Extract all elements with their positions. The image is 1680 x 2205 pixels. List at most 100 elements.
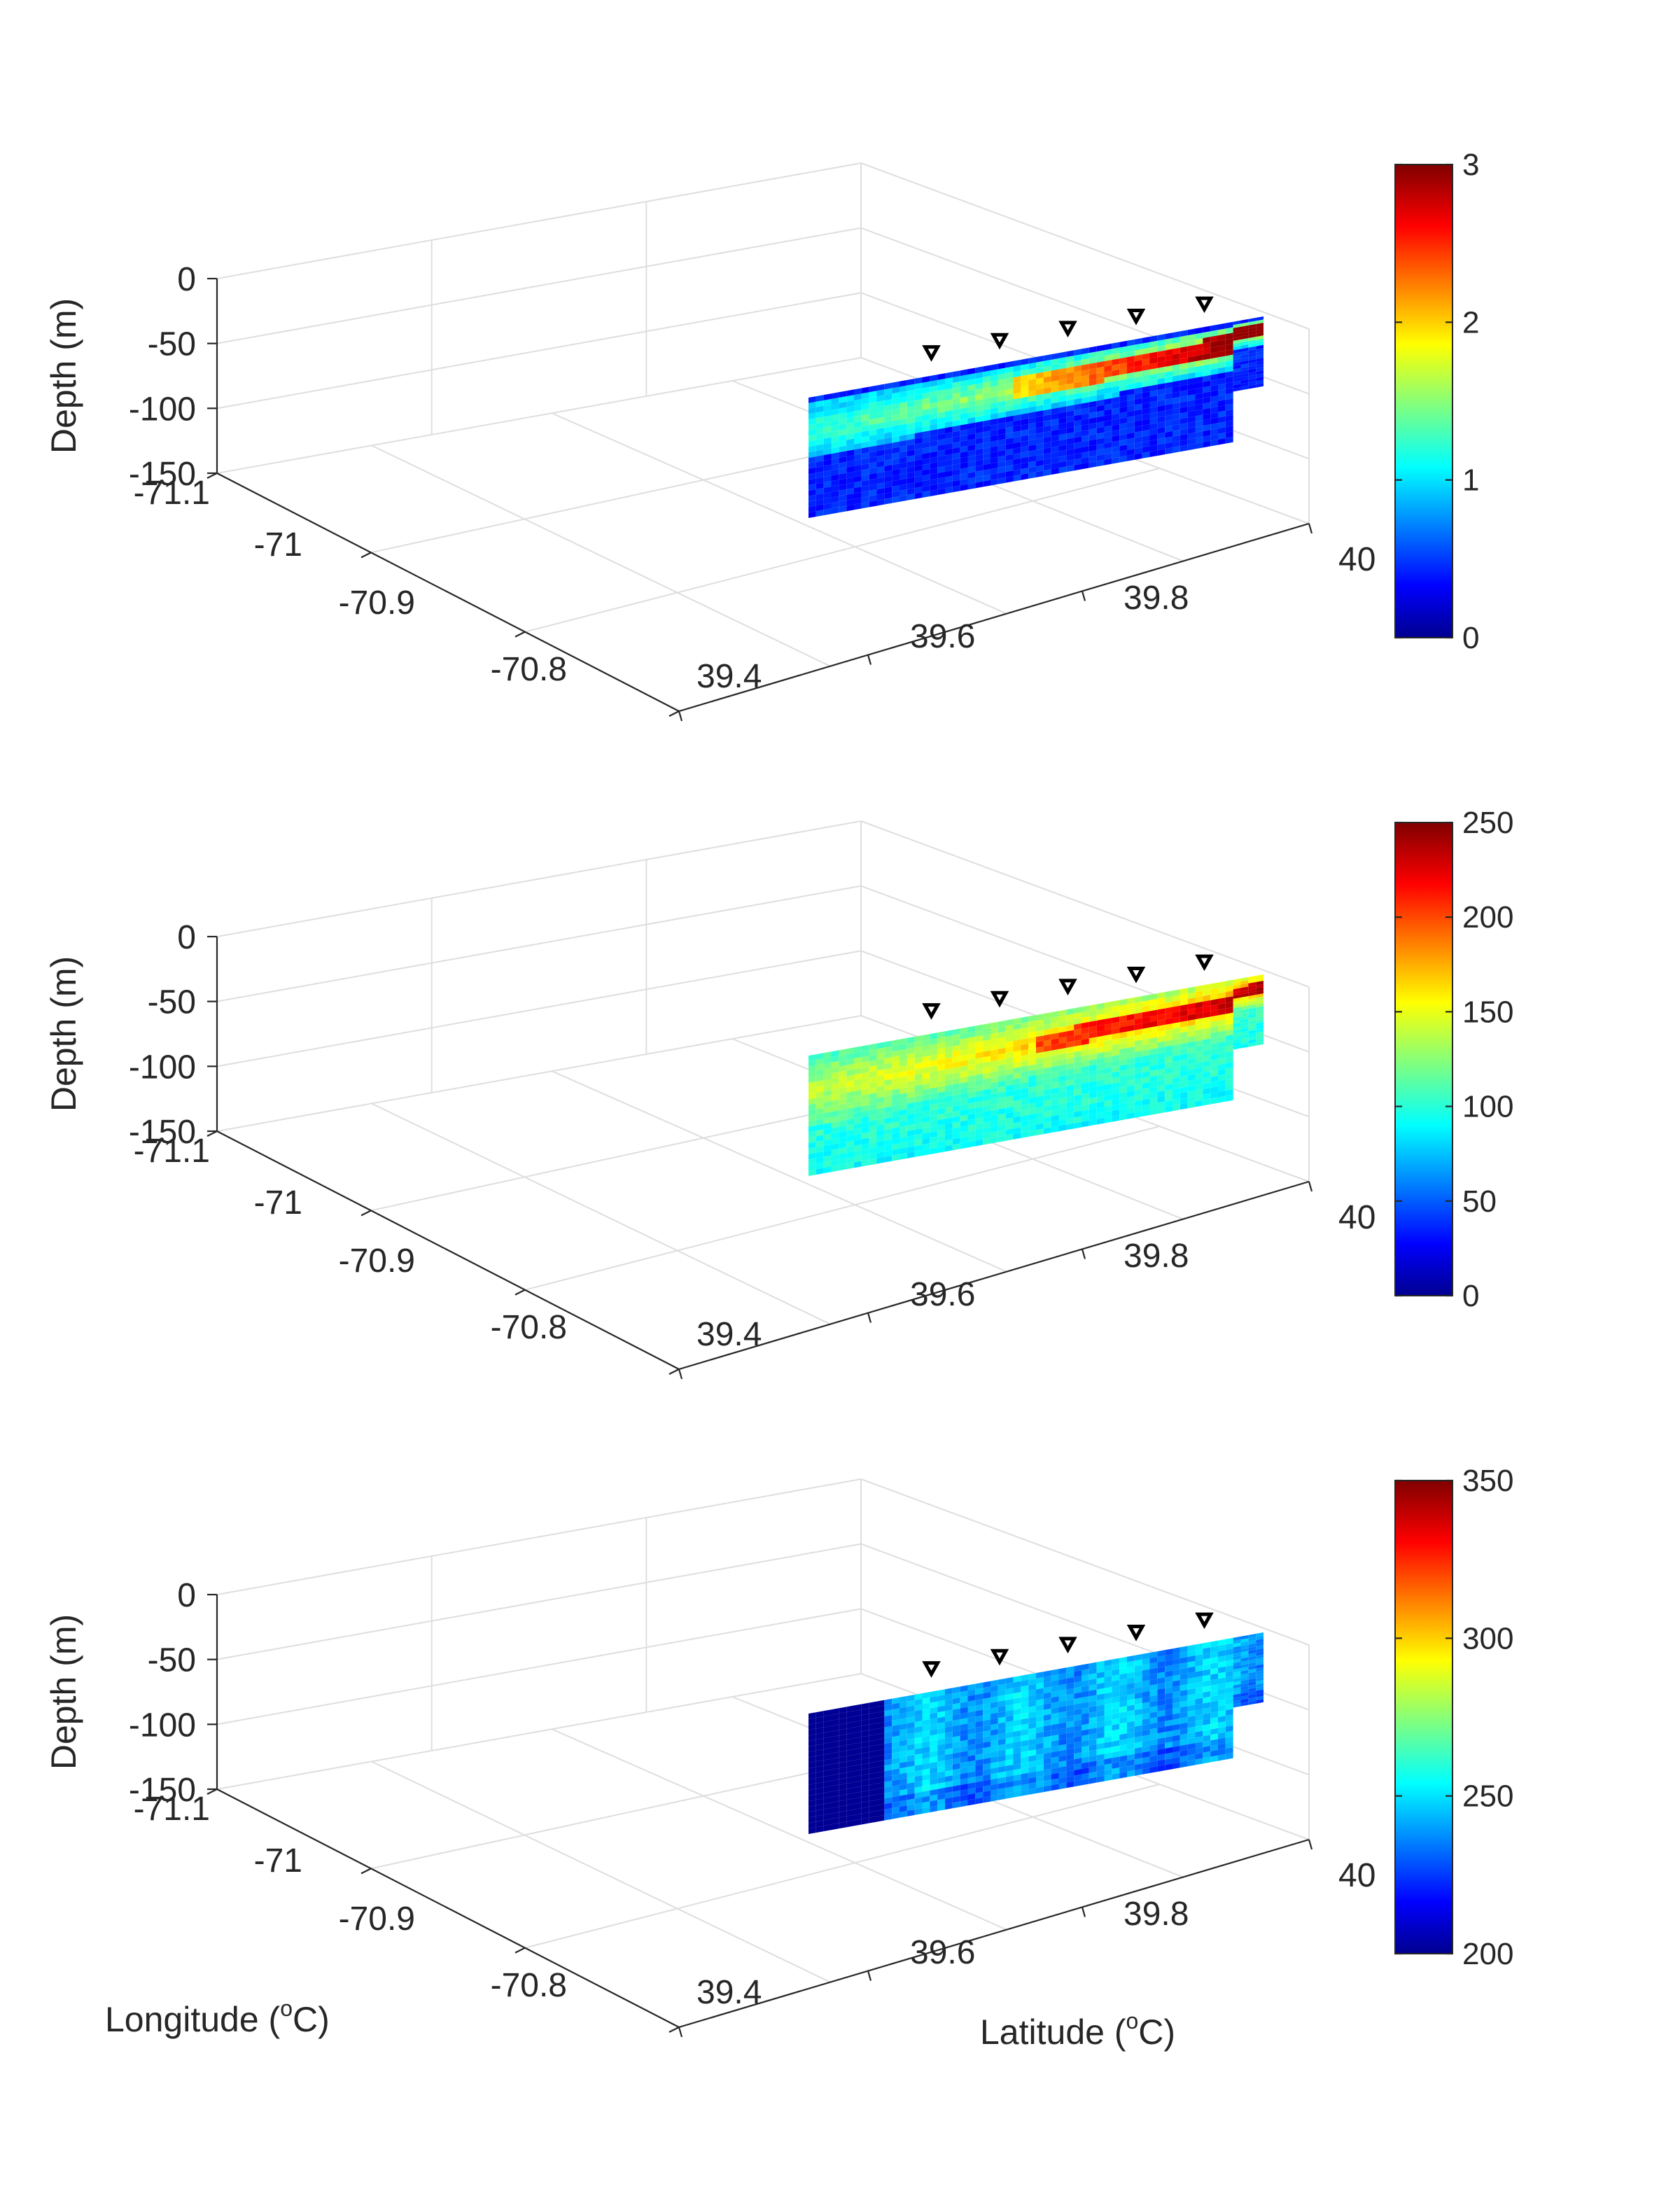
section-cell (922, 392, 930, 400)
section-cell (869, 1772, 877, 1779)
section-cell (983, 409, 990, 416)
section-cell (892, 1050, 899, 1058)
section-cell (892, 1746, 899, 1754)
section-cell (1172, 397, 1180, 404)
section-cell (1005, 1096, 1014, 1103)
section-cell (816, 1102, 824, 1110)
section-cell (990, 1049, 998, 1056)
section-cell (1134, 1084, 1142, 1091)
section-cell (1180, 1026, 1188, 1033)
section-cell (1104, 376, 1112, 384)
section-cell (1043, 447, 1051, 454)
section-cell (1088, 1015, 1097, 1022)
section-cell (1157, 1715, 1166, 1723)
section-cell (975, 1040, 983, 1048)
section-cell (1180, 1058, 1188, 1066)
section-cell (1082, 1702, 1089, 1709)
section-cell (906, 1804, 915, 1812)
section-cell (922, 1708, 930, 1716)
section-cell (945, 1090, 953, 1098)
section-cell (1134, 387, 1142, 395)
section-cell (1210, 363, 1218, 370)
section-cell (1210, 1651, 1218, 1658)
section-cell (930, 1103, 938, 1111)
section-cell (1172, 1674, 1180, 1682)
section-cell (906, 493, 915, 500)
section-cell (1028, 1020, 1036, 1028)
section-cell (967, 1135, 976, 1142)
section-cell (930, 435, 938, 442)
section-cell (983, 447, 990, 454)
section-cell (1256, 1648, 1264, 1653)
section-cell (823, 1797, 832, 1805)
section-cell (983, 386, 990, 394)
section-cell (1043, 1752, 1051, 1760)
section-cell (869, 434, 877, 442)
section-cell (823, 1128, 832, 1135)
section-cell (839, 1707, 847, 1714)
section-cell (1195, 327, 1203, 335)
section-cell (1043, 1714, 1051, 1721)
section-cell (884, 393, 892, 401)
section-cell (831, 1056, 839, 1063)
section-cell (854, 1786, 862, 1793)
section-cell (937, 1787, 945, 1795)
section-cell (1074, 392, 1082, 400)
section-cell (1172, 347, 1180, 355)
section-cell (1058, 1744, 1067, 1751)
section-cell (854, 1079, 862, 1086)
section-cell (1043, 469, 1051, 477)
section-cell (1119, 1037, 1127, 1044)
longitude-axis (216, 1788, 680, 2028)
section-cell (1165, 1001, 1172, 1009)
section-cell (1043, 1725, 1051, 1732)
section-cell (1256, 1695, 1264, 1701)
section-cell (1134, 426, 1142, 433)
section-cell (1172, 1098, 1180, 1106)
section-cell (1195, 1648, 1203, 1656)
section-cell (922, 1132, 930, 1140)
section-cell (884, 382, 892, 390)
section-cell (1127, 1704, 1135, 1712)
section-cell (1240, 354, 1249, 359)
section-cell (914, 1693, 923, 1700)
longitude-axis (216, 1130, 680, 1370)
section-cell (1233, 358, 1241, 363)
section-cell (831, 408, 839, 416)
section-cell (1248, 1700, 1256, 1705)
section-cell (1165, 414, 1172, 422)
section-cell (1088, 428, 1097, 435)
section-cell (816, 1156, 824, 1164)
gridline (860, 1478, 1310, 1646)
section-cell (990, 1734, 998, 1742)
section-cell (839, 1810, 847, 1818)
section-cell (1210, 1739, 1218, 1746)
section-cell (1203, 1022, 1211, 1030)
section-cell (1066, 1754, 1074, 1761)
section-cell (914, 470, 923, 477)
section-cell (839, 1750, 847, 1758)
section-cell (922, 1077, 930, 1085)
section-cell (1195, 1034, 1203, 1042)
section-cell (1172, 440, 1180, 448)
section-cell (1149, 1108, 1158, 1115)
section-cell (1043, 1774, 1051, 1782)
section-cell (1119, 1015, 1127, 1023)
latitude-tick-label: 39.8 (1124, 1238, 1189, 1275)
section-cell (922, 1110, 930, 1118)
section-cell (1112, 374, 1120, 382)
section-cell (1165, 1034, 1172, 1042)
section-cell (1088, 1037, 1097, 1044)
section-cell (1240, 372, 1249, 378)
section-cell (1088, 1119, 1097, 1126)
section-cell (960, 385, 968, 393)
section-cell (1240, 1679, 1249, 1684)
section-cell (983, 1686, 990, 1694)
section-cell (945, 1758, 953, 1766)
section-cell (846, 1705, 854, 1713)
section-cell (876, 395, 885, 402)
section-cell (990, 1723, 998, 1730)
section-cell (1036, 410, 1044, 417)
section-cell (869, 1712, 877, 1719)
section-cell (1028, 1711, 1036, 1718)
